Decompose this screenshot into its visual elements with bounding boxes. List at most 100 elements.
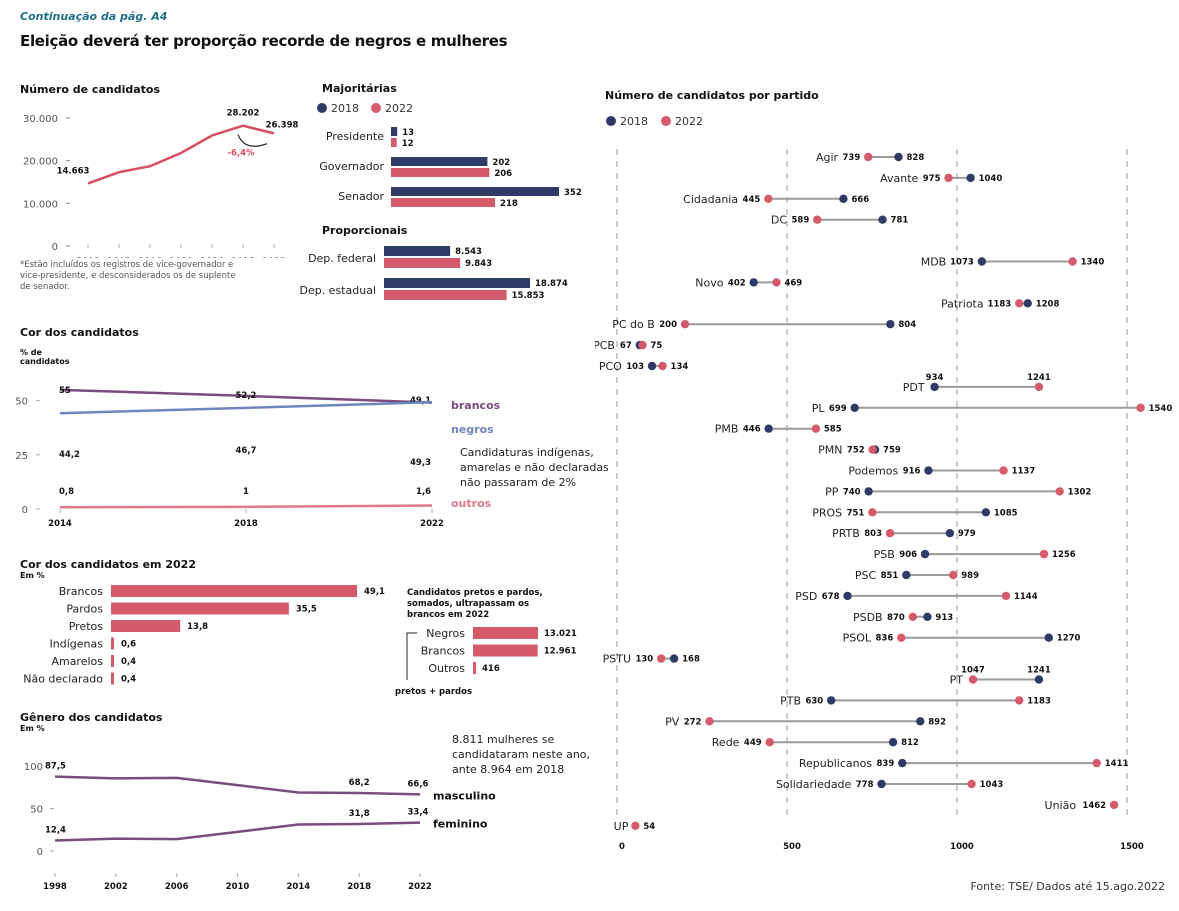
party-label: União bbox=[1045, 799, 1077, 812]
dot-2018 bbox=[749, 278, 758, 287]
series-label-negros: negros bbox=[451, 423, 494, 436]
party-label: PCB bbox=[595, 339, 615, 352]
y-tick-label: 25 bbox=[15, 451, 28, 462]
dot-2022 bbox=[765, 738, 774, 747]
party-label: PV bbox=[665, 715, 680, 728]
cor-title: Cor dos candidatos bbox=[20, 326, 139, 339]
bar-value-label: 0,4 bbox=[121, 657, 136, 667]
majoritarias-title: Majoritárias bbox=[322, 82, 397, 95]
value-label: 272 bbox=[684, 717, 702, 727]
series-label-outros: outros bbox=[451, 497, 492, 510]
value-label: 913 bbox=[935, 613, 953, 623]
value-label: 1040 bbox=[979, 174, 1003, 184]
value-label: 1137 bbox=[1012, 467, 1036, 477]
value-label: 1043 bbox=[980, 780, 1004, 790]
x-tick-label: 2018 bbox=[347, 882, 371, 892]
data-label: 55 bbox=[59, 386, 71, 396]
value-label: 1241 bbox=[1027, 666, 1051, 676]
data-label: 26.398 bbox=[266, 120, 299, 130]
value-label: 200 bbox=[659, 320, 677, 330]
dot-2022 bbox=[868, 508, 877, 517]
value-label: 1462 bbox=[1082, 801, 1106, 811]
dot-2018 bbox=[843, 591, 852, 601]
genero-chart: 0 50 100 1998 2002 2006 2010 2014 2018 2022 87,5 68… bbox=[24, 762, 496, 892]
y-tick-label: 0 bbox=[52, 242, 58, 253]
y-tick-label: 30.000 bbox=[23, 114, 58, 125]
bar-2018 bbox=[391, 187, 559, 196]
dot-2018 bbox=[1034, 675, 1044, 684]
x-tick-label: 2002 bbox=[107, 257, 131, 258]
pretos-pardos-title: Candidatos pretos e pardos, somados, ult… bbox=[407, 588, 543, 620]
dot-2022 bbox=[885, 529, 895, 538]
bar-value-label: 12 bbox=[402, 139, 414, 149]
bar-2022 bbox=[384, 290, 507, 300]
value-label: 752 bbox=[847, 446, 865, 456]
dot-2018 bbox=[930, 382, 939, 392]
dot-2018 bbox=[916, 717, 925, 726]
partido-chart: 2018 2022 0 500 1000 1500 739 Agir 828 975 Avante 1… bbox=[595, 115, 1173, 852]
bar-2022 bbox=[391, 168, 490, 177]
y-tick-label: 0 bbox=[22, 505, 28, 516]
series-label-masculino: masculino bbox=[433, 789, 496, 802]
bar-value-label: 18.874 bbox=[535, 279, 568, 289]
value-label: 585 bbox=[824, 425, 842, 435]
value-label: 1411 bbox=[1105, 759, 1129, 769]
total-line bbox=[87, 124, 275, 185]
value-label: 812 bbox=[901, 738, 919, 748]
category-label: Pretos bbox=[69, 620, 104, 633]
value-label: 751 bbox=[847, 508, 865, 518]
x-tick-label: 2014 bbox=[286, 882, 310, 892]
x-tick-label: 2002 bbox=[104, 882, 128, 892]
value-label: 67 bbox=[620, 341, 632, 351]
dot-2018 bbox=[827, 696, 836, 705]
legend-2022-label: 2022 bbox=[385, 102, 413, 115]
dot-2018 bbox=[977, 257, 987, 266]
bar-value-label: 8.543 bbox=[455, 247, 482, 257]
dot-2022 bbox=[680, 320, 690, 329]
party-label: DC bbox=[771, 214, 787, 227]
data-label: 52,2 bbox=[236, 391, 257, 401]
data-label: 1 bbox=[243, 487, 249, 497]
value-label: 934 bbox=[926, 373, 944, 383]
category-label: Governador bbox=[319, 160, 384, 173]
dot-2022 bbox=[705, 717, 714, 726]
legend-2018-dot bbox=[317, 103, 327, 113]
line-outros bbox=[59, 504, 433, 509]
party-label: PSC bbox=[855, 569, 877, 582]
data-label: 66,6 bbox=[408, 779, 429, 789]
category-label: Indígenas bbox=[50, 638, 104, 651]
party-label: PRTB bbox=[832, 527, 860, 540]
dot-2018 bbox=[924, 466, 933, 475]
value-label: 1144 bbox=[1014, 592, 1038, 602]
dot-2022 bbox=[864, 152, 873, 162]
dot-2018 bbox=[647, 361, 657, 371]
value-label: 828 bbox=[907, 153, 925, 163]
bar bbox=[111, 585, 357, 597]
bar-value-label: 206 bbox=[494, 169, 512, 179]
value-label: 1540 bbox=[1149, 404, 1173, 414]
category-label: Pardos bbox=[66, 603, 103, 616]
dot-2022 bbox=[949, 570, 958, 580]
dot-2018 bbox=[839, 194, 848, 203]
data-label: 0,8 bbox=[59, 487, 74, 497]
pretos-pardos-chart: Negros 13.021 Brancos 12.961 Outros 416 pretos… bbox=[395, 627, 577, 697]
dot-2018 bbox=[923, 612, 932, 621]
bar-value-label: 13 bbox=[402, 128, 414, 138]
bar-value-label: 15.853 bbox=[512, 291, 545, 301]
bar-value-label: 35,5 bbox=[296, 605, 317, 615]
y-tick-label: 50 bbox=[15, 397, 28, 408]
dot-2018 bbox=[1044, 633, 1053, 642]
category-label: Presidente bbox=[326, 130, 384, 143]
value-label: 1183 bbox=[1027, 696, 1051, 706]
cor-annotation: Candidaturas indígenas, amarelas e não d… bbox=[460, 446, 609, 489]
dot-2022 bbox=[1109, 800, 1119, 810]
value-label: 781 bbox=[891, 216, 909, 226]
value-label: 666 bbox=[851, 195, 869, 205]
data-label: 1,6 bbox=[416, 487, 431, 497]
value-label: 678 bbox=[822, 592, 840, 602]
dot-2018 bbox=[669, 654, 679, 663]
value-label: 1183 bbox=[988, 299, 1012, 309]
dot-2022 bbox=[1136, 403, 1145, 412]
bar-value-label: 0,4 bbox=[121, 675, 136, 685]
x-tick-label: 2022 bbox=[408, 882, 432, 892]
